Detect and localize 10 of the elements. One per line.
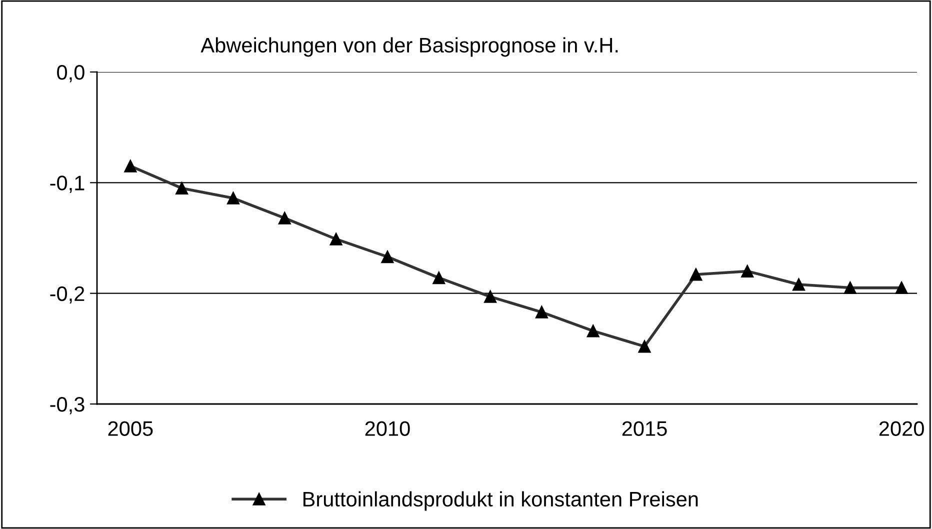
y-tick-label: -0,3 (50, 397, 84, 414)
chart-title: Abweichungen von der Basisprognose in v.H. (200, 37, 618, 57)
x-tick-label: 2005 (108, 421, 153, 436)
legend-label: Bruttoinlandsprodukt in konstanten Preisen (303, 491, 698, 511)
x-tick-label: 2015 (622, 421, 667, 436)
y-tick-label: -0,2 (50, 286, 84, 304)
x-tick-label: 2020 (879, 421, 924, 436)
y-tick-label: 0,0 (57, 65, 84, 82)
x-tick-label: 2010 (365, 421, 410, 436)
y-tick-label: -0,1 (50, 176, 84, 193)
